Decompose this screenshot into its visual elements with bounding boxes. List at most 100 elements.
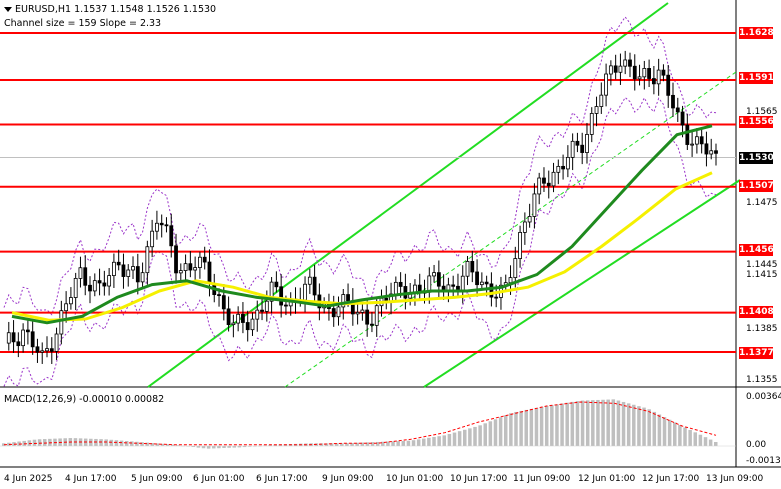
candle-body xyxy=(11,332,16,343)
candle-body xyxy=(661,69,666,76)
dropdown-arrow-icon[interactable] xyxy=(4,7,12,12)
candle-body xyxy=(632,65,637,80)
candle-body xyxy=(131,266,135,271)
macd-histogram-bar xyxy=(416,439,421,446)
time-tick: 13 Jun 09:00 xyxy=(706,474,764,484)
time-tick: 10 Jun 01:00 xyxy=(386,474,444,484)
price-tick: 1.1415 xyxy=(746,270,778,280)
macd-histogram-bar xyxy=(437,436,441,446)
candle-body xyxy=(671,94,675,109)
candle-body xyxy=(178,270,183,274)
candle-body xyxy=(546,182,551,187)
candle-body xyxy=(188,263,193,271)
macd-histogram-bar xyxy=(662,417,667,446)
macd-histogram-bar xyxy=(442,435,447,446)
candle-body xyxy=(73,278,78,298)
candle-body xyxy=(159,222,164,226)
macd-histogram-bar xyxy=(411,440,416,446)
macd-histogram-bar xyxy=(498,417,503,446)
level-label: 1.1628 xyxy=(739,27,774,39)
candle-body xyxy=(594,106,599,114)
macd-histogram-bar xyxy=(222,446,226,449)
macd-histogram-bar xyxy=(99,439,103,446)
macd-histogram-bar xyxy=(678,425,682,446)
candle-body xyxy=(393,281,398,295)
macd-histogram-bar xyxy=(340,443,344,446)
fast-moving-average xyxy=(11,124,713,325)
candle-body xyxy=(135,266,140,283)
macd-histogram-bar xyxy=(124,441,129,446)
macd-histogram-bar xyxy=(524,409,528,446)
candle-body xyxy=(680,111,685,126)
candle-body xyxy=(202,256,207,263)
macd-histogram-bar xyxy=(104,439,108,446)
candle-body xyxy=(542,177,546,184)
macd-histogram-bar xyxy=(406,440,411,446)
candle-body xyxy=(470,261,475,273)
candle-body xyxy=(365,309,370,325)
macd-histogram-bar xyxy=(273,444,277,446)
candle-body xyxy=(193,267,198,271)
macd-histogram-bar xyxy=(191,446,196,448)
candle-body xyxy=(64,303,69,312)
candle-body xyxy=(355,311,360,315)
macd-histogram-bar xyxy=(196,446,201,448)
time-tick: 9 Jun 09:00 xyxy=(322,474,374,484)
candle-body xyxy=(575,140,580,146)
candle-body xyxy=(155,222,159,232)
macd-histogram-bar xyxy=(488,421,493,446)
macd-tick: 0.00364 xyxy=(746,392,781,402)
macd-histogram-bar xyxy=(544,405,549,446)
macd-histogram-bar xyxy=(391,441,395,446)
time-tick: 11 Jun 09:00 xyxy=(513,474,571,484)
candle-body xyxy=(513,258,518,279)
macd-histogram-bar xyxy=(360,442,365,446)
candle-body xyxy=(570,140,575,158)
candle-body xyxy=(556,165,561,173)
candle-body xyxy=(78,267,83,279)
candle-body xyxy=(331,308,336,318)
candle-body xyxy=(656,69,661,85)
macd-histogram-bar xyxy=(632,404,636,446)
macd-histogram-bar xyxy=(130,441,134,446)
macd-histogram-bar xyxy=(140,442,144,446)
macd-histogram-bar xyxy=(365,442,370,446)
candle-body xyxy=(207,261,212,285)
candle-body xyxy=(604,73,608,96)
macd-histogram-bar xyxy=(355,442,359,446)
level-label: 1.1377 xyxy=(739,347,774,359)
macd-histogram-bar xyxy=(432,436,436,446)
macd-histogram-bar xyxy=(42,439,47,446)
candle-body xyxy=(346,294,350,302)
macd-histogram-bar xyxy=(212,446,216,449)
macd-histogram-bar xyxy=(473,426,477,446)
macd-histogram-bar xyxy=(703,437,708,446)
price-tick: 1.1475 xyxy=(746,198,778,208)
candle-body xyxy=(690,143,695,146)
macd-histogram-bar xyxy=(457,431,462,446)
candle-body xyxy=(54,333,59,352)
candle-body xyxy=(307,276,312,285)
macd-histogram-bar xyxy=(37,439,42,446)
candle-body xyxy=(704,143,709,155)
candle-body xyxy=(628,59,632,67)
candle-body xyxy=(112,261,116,276)
candle-body xyxy=(217,294,221,297)
candle-body xyxy=(35,346,40,353)
macd-histogram-bar xyxy=(652,411,657,446)
macd-histogram-bar xyxy=(514,411,518,446)
macd-histogram-bar xyxy=(647,409,651,446)
level-label: 1.1591 xyxy=(739,72,774,84)
macd-histogram-bar xyxy=(698,434,703,446)
time-tick: 4 Jun 2025 xyxy=(4,474,53,484)
candle-body xyxy=(183,263,188,271)
candle-body xyxy=(651,78,656,85)
macd-histogram-bar xyxy=(217,446,221,449)
macd-histogram-bar xyxy=(278,444,283,446)
macd-histogram-bar xyxy=(165,444,170,446)
time-tick: 5 Jun 09:00 xyxy=(131,474,183,484)
macd-histogram-bar xyxy=(247,446,252,447)
macd-histogram-bar xyxy=(637,406,641,446)
